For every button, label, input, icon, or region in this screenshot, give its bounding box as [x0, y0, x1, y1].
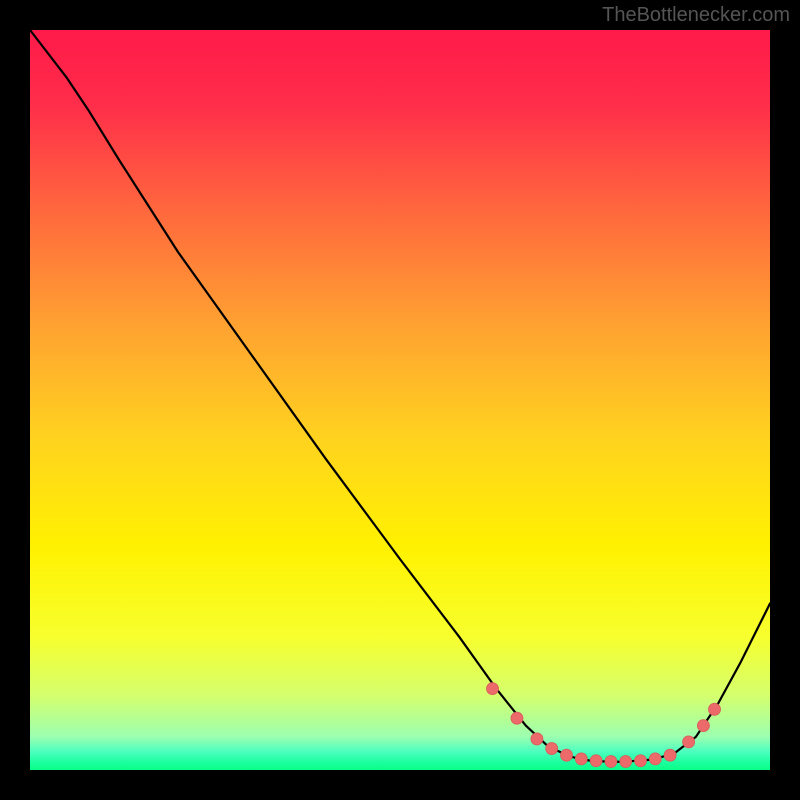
- marker-dot: [561, 749, 573, 761]
- watermark-text: TheBottlenecker.com: [602, 4, 790, 27]
- marker-dot: [683, 736, 695, 748]
- marker-dot: [709, 703, 721, 715]
- marker-dot: [697, 720, 709, 732]
- marker-dot: [590, 755, 602, 767]
- marker-dot: [649, 753, 661, 765]
- gradient-background: [30, 30, 770, 770]
- marker-dot: [546, 743, 558, 755]
- marker-dot: [635, 755, 647, 767]
- marker-dot: [605, 755, 617, 767]
- marker-dot: [620, 755, 632, 767]
- marker-dot: [487, 683, 499, 695]
- marker-dot: [664, 749, 676, 761]
- chart-stage: TheBottlenecker.com: [0, 0, 800, 800]
- marker-dot: [511, 712, 523, 724]
- plot-area: [30, 30, 770, 770]
- chart-svg: [30, 30, 770, 770]
- marker-dot: [531, 733, 543, 745]
- marker-dot: [575, 753, 587, 765]
